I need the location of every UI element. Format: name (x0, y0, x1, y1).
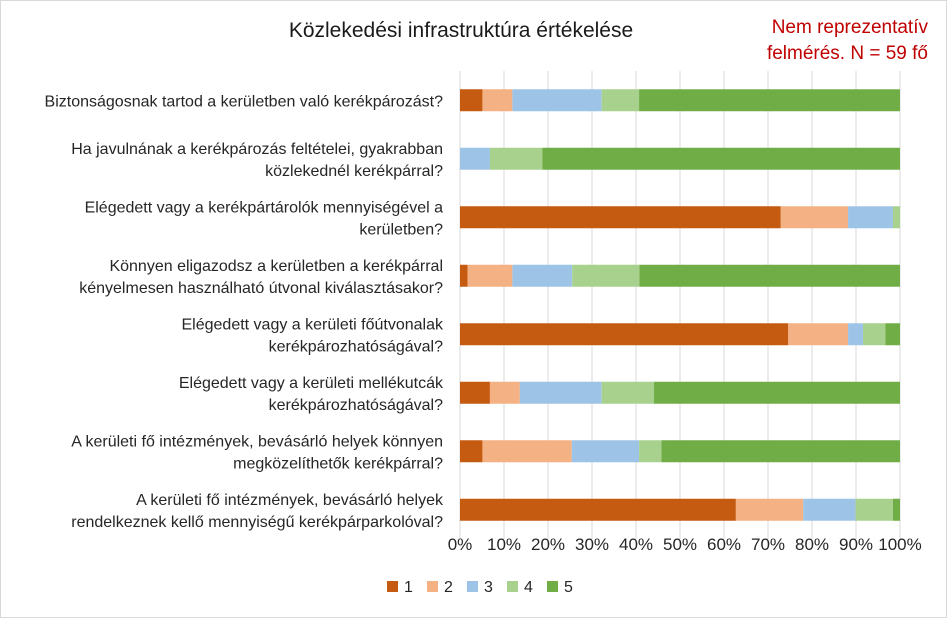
bar-segment (482, 440, 572, 463)
bar-segment (639, 264, 900, 287)
bar-segment (571, 440, 640, 463)
legend-swatch (387, 581, 398, 592)
x-tick-label: 20% (531, 535, 565, 554)
bar-segment (460, 440, 483, 463)
bar-segment (512, 89, 602, 112)
x-tick-label: 30% (575, 535, 609, 554)
legend-label: 5 (564, 579, 573, 596)
bar-segment (482, 89, 513, 112)
legend-label: 4 (524, 579, 533, 596)
sample-note-line: felmérés. N = 59 fő (766, 43, 928, 64)
bar-segment (460, 89, 483, 112)
bar-segment (572, 264, 640, 287)
bar-segment (460, 498, 736, 521)
category-label: Biztonságosnak tartod a kerületben való … (45, 93, 444, 110)
bar-segment (863, 323, 886, 346)
bar-segment (460, 323, 789, 346)
bar-segment (735, 498, 804, 521)
bar-segment (489, 381, 520, 404)
bar-segment (848, 323, 864, 346)
x-tick-label: 40% (619, 535, 653, 554)
bar-segment (601, 381, 655, 404)
category-label: Ha javulnának a kerékpározás feltételei,… (71, 141, 443, 180)
bar-segment (467, 264, 513, 287)
bar-segment (639, 89, 900, 112)
category-label: Könnyen eligazodsz a kerületben a kerékp… (79, 258, 443, 297)
x-tick-label: 100% (878, 535, 921, 554)
bar-segment (788, 323, 849, 346)
legend-swatch (507, 581, 518, 592)
bar-segment (780, 206, 849, 229)
bar-segment (892, 498, 900, 521)
legend-label: 1 (404, 579, 413, 596)
x-tick-label: 70% (751, 535, 785, 554)
x-tick-label: 0% (448, 535, 473, 554)
bar-segment (654, 381, 900, 404)
chart-title: Közlekedési infrastruktúra értékelése (288, 19, 634, 42)
x-tick-label: 50% (663, 535, 697, 554)
bar-segment (489, 147, 543, 170)
bar-segment (460, 206, 781, 229)
legend-label: 3 (484, 579, 493, 596)
x-tick-label: 60% (707, 535, 741, 554)
bar-segment (542, 147, 900, 170)
bar-segment (661, 440, 900, 463)
legend-label: 2 (444, 579, 453, 596)
bar-segment (885, 323, 900, 346)
bar-segment (892, 206, 900, 229)
category-label: A kerületi fő intézmények, bevásárló hel… (71, 492, 444, 531)
legend-swatch (547, 581, 558, 592)
category-label: Elégedett vagy a kerékpártárolók mennyis… (85, 199, 444, 238)
category-label: A kerületi fő intézmények, bevásárló hel… (71, 433, 443, 472)
category-label: Elégedett vagy a kerületi mellékutcák ker… (179, 375, 444, 414)
bar-segment (519, 381, 602, 404)
x-tick-label: 10% (487, 535, 521, 554)
bar-segment (848, 206, 893, 229)
bar-segment (803, 498, 856, 521)
sample-note-line: Nem reprezentatív (771, 17, 928, 38)
bar-segment (512, 264, 573, 287)
bar-segment (460, 381, 490, 404)
legend-swatch (467, 581, 478, 592)
category-label: Elégedett vagy a kerületi főútvonalak ker… (182, 316, 445, 355)
bar-segment (639, 440, 662, 463)
bar-segment (855, 498, 893, 521)
legend-swatch (427, 581, 438, 592)
bar-segment (460, 147, 490, 170)
bar-segment (601, 89, 640, 112)
x-tick-label: 80% (795, 535, 829, 554)
sample-note: Nem reprezentatív felmérés. N = 59 fő (767, 15, 928, 67)
bar-segment (460, 264, 468, 287)
x-tick-label: 90% (839, 535, 873, 554)
